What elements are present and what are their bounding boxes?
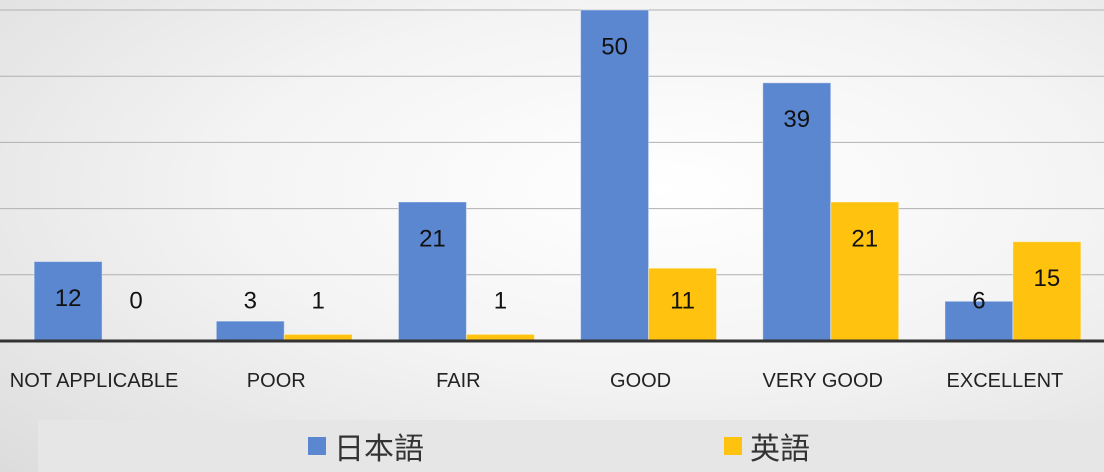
data-label: 50	[601, 33, 628, 60]
data-label: 11	[670, 287, 695, 314]
x-tick-label: POOR	[246, 370, 306, 392]
plot: 12 0 3 1 21 1 50 11 39 21 6 15	[0, 9, 1104, 343]
legend-item: 英語	[724, 424, 810, 468]
bar	[648, 267, 718, 342]
data-label: 3	[244, 287, 257, 314]
x-tick-label: EXCELLENT	[946, 370, 1064, 392]
x-tick-label: GOOD	[610, 370, 672, 392]
data-label: 39	[783, 106, 810, 133]
bar	[580, 9, 650, 342]
x-tick-label: FAIR	[436, 370, 481, 392]
bar	[762, 82, 832, 342]
legend-label: 日本語	[334, 433, 424, 466]
data-label: 0	[129, 287, 142, 314]
data-label: 12	[55, 285, 82, 312]
x-tick-label: NOT APPLICABLE	[9, 370, 179, 392]
data-label: 6	[972, 287, 985, 314]
legend-swatch	[724, 437, 742, 455]
bar	[215, 320, 285, 342]
data-label: 1	[312, 287, 325, 314]
data-label: 1	[494, 287, 507, 314]
legend-swatch	[308, 437, 326, 455]
legend-item: 日本語	[308, 424, 424, 468]
legend: 日本語 英語	[38, 420, 1104, 472]
data-label: 21	[419, 225, 446, 252]
bar	[1012, 241, 1082, 342]
bar	[830, 201, 900, 342]
data-label: 21	[851, 225, 878, 252]
data-label: 15	[1034, 265, 1061, 292]
bar	[397, 201, 467, 342]
x-tick-label: VERY GOOD	[762, 370, 883, 392]
legend-label: 英語	[750, 433, 810, 466]
